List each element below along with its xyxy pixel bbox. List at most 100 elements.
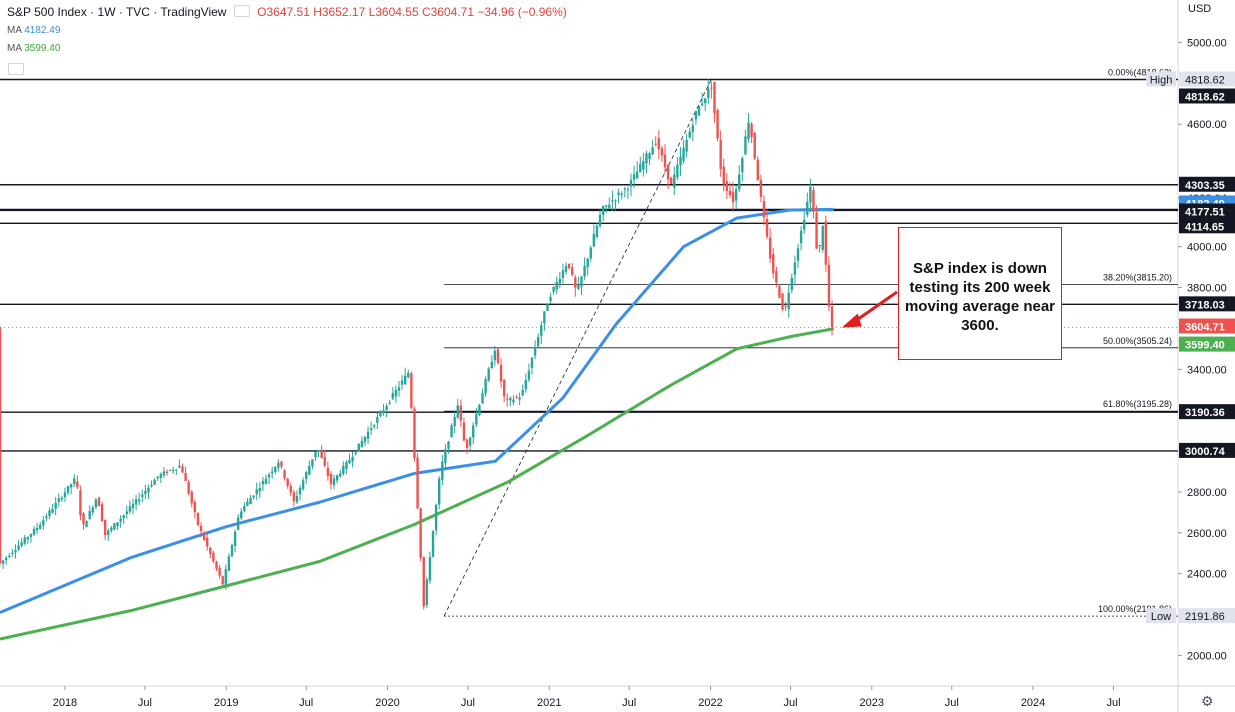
candle-body: [305, 472, 308, 480]
candle-body: [422, 557, 425, 607]
candle-body: [39, 524, 42, 529]
y-tick-label: 3800.00: [1187, 283, 1227, 295]
candle-body: [178, 465, 181, 468]
candles: [0, 79, 834, 610]
candle-body: [351, 456, 354, 462]
price-badge-bg: [1179, 318, 1235, 334]
candle-body: [493, 350, 497, 361]
candle-body: [11, 552, 14, 554]
candle-body: [425, 579, 429, 606]
price-badge-label: 4114.65: [1185, 221, 1224, 233]
interval-label[interactable]: 1W: [97, 5, 116, 19]
candle-body: [348, 459, 351, 464]
y-tick-label: 2000.00: [1187, 650, 1227, 662]
candle-body: [388, 402, 391, 404]
price-badge-bg: [1179, 176, 1235, 192]
candle-body: [342, 465, 345, 474]
candle-body: [459, 405, 463, 421]
candle-body: [679, 156, 682, 166]
fib-level-label: 38.20%(3815.20): [1103, 272, 1172, 282]
x-tick-label: 2020: [375, 697, 399, 709]
candle-body: [0, 327, 2, 564]
candle-body: [110, 527, 113, 531]
candle-body: [802, 219, 806, 230]
candle-body: [688, 131, 691, 138]
candle-body: [536, 337, 540, 347]
candle-body: [512, 399, 515, 403]
candle-body: [125, 511, 129, 515]
high-tag: High: [1150, 74, 1173, 86]
candle-body: [209, 547, 212, 554]
candle-body: [311, 459, 314, 467]
candle-body: [731, 191, 735, 203]
candle-body: [453, 416, 456, 427]
x-tick-label: Jul: [138, 697, 152, 709]
candle-body: [394, 389, 398, 397]
candle-body: [589, 247, 592, 259]
candle-body: [193, 501, 197, 513]
candle-body: [94, 499, 98, 508]
candle-body: [806, 201, 809, 215]
fib-level-label: 100.00%(2191.86): [1098, 604, 1172, 614]
x-tick-label: Jul: [783, 697, 797, 709]
candle-body: [215, 561, 218, 569]
x-tick-label: Jul: [1106, 697, 1120, 709]
price-badge-bg: [1179, 404, 1235, 420]
candle-body: [465, 439, 469, 448]
candle-body: [373, 425, 376, 427]
annotation-arrow-shaft: [850, 290, 898, 325]
fib-level-label: 50.00%(3505.24): [1103, 336, 1172, 346]
candle-body: [397, 387, 401, 391]
candle-body: [212, 552, 215, 562]
candle-body: [669, 177, 673, 184]
price-badge-bg: [1179, 296, 1235, 312]
collapse-legend-icon[interactable]: [8, 63, 24, 75]
candle-body: [704, 98, 707, 104]
candle-body: [258, 488, 262, 492]
badge-tag-bg: [1146, 608, 1176, 624]
candle-body: [784, 305, 787, 307]
gear-icon[interactable]: ⚙: [1201, 693, 1214, 709]
candle-body: [824, 221, 828, 265]
candle-body: [759, 180, 763, 197]
candle-body: [326, 467, 330, 476]
annotation-box[interactable]: S&P index is down testing its 200 week m…: [898, 227, 1062, 360]
candle-body: [54, 502, 57, 509]
candle-body: [635, 171, 639, 179]
y-tick-label: 3400.00: [1187, 364, 1227, 376]
candle-body: [1, 560, 5, 564]
candle-body: [815, 212, 818, 249]
currency-label[interactable]: USD: [1188, 3, 1212, 15]
candle-body: [116, 522, 119, 527]
price-badge-bg: [1179, 218, 1235, 234]
price-badge-label: 3604.71: [1185, 321, 1225, 333]
candle-body: [533, 347, 537, 356]
candle-body: [317, 450, 320, 452]
candle-body: [403, 375, 407, 385]
candle-body: [224, 569, 227, 585]
price-badge-label: 2191.86: [1185, 611, 1225, 623]
candle-body: [787, 292, 790, 310]
fib-level-label: 61.80%(3195.28): [1103, 399, 1172, 409]
candle-body: [450, 425, 453, 438]
candle-body: [438, 478, 441, 505]
candle-body: [595, 225, 599, 237]
candle-body: [184, 472, 187, 482]
candle-body: [369, 428, 373, 430]
candle-body: [648, 153, 651, 160]
candle-body: [552, 286, 555, 292]
candle-body: [571, 267, 574, 275]
candle-body: [614, 200, 617, 202]
candle-body: [168, 469, 172, 471]
ma-long-legend[interactable]: MA 3599.40: [7, 43, 60, 54]
symbol-name[interactable]: S&P 500 Index: [7, 5, 87, 19]
candle-body: [419, 508, 422, 558]
ma-short-legend[interactable]: MA 4182.49: [7, 25, 60, 36]
candle-body: [134, 499, 138, 505]
candle-body: [26, 537, 30, 540]
candle-body: [400, 380, 404, 385]
settings-icon[interactable]: [233, 5, 250, 17]
candle-body: [165, 471, 169, 474]
ma-short-label: MA: [7, 25, 22, 36]
